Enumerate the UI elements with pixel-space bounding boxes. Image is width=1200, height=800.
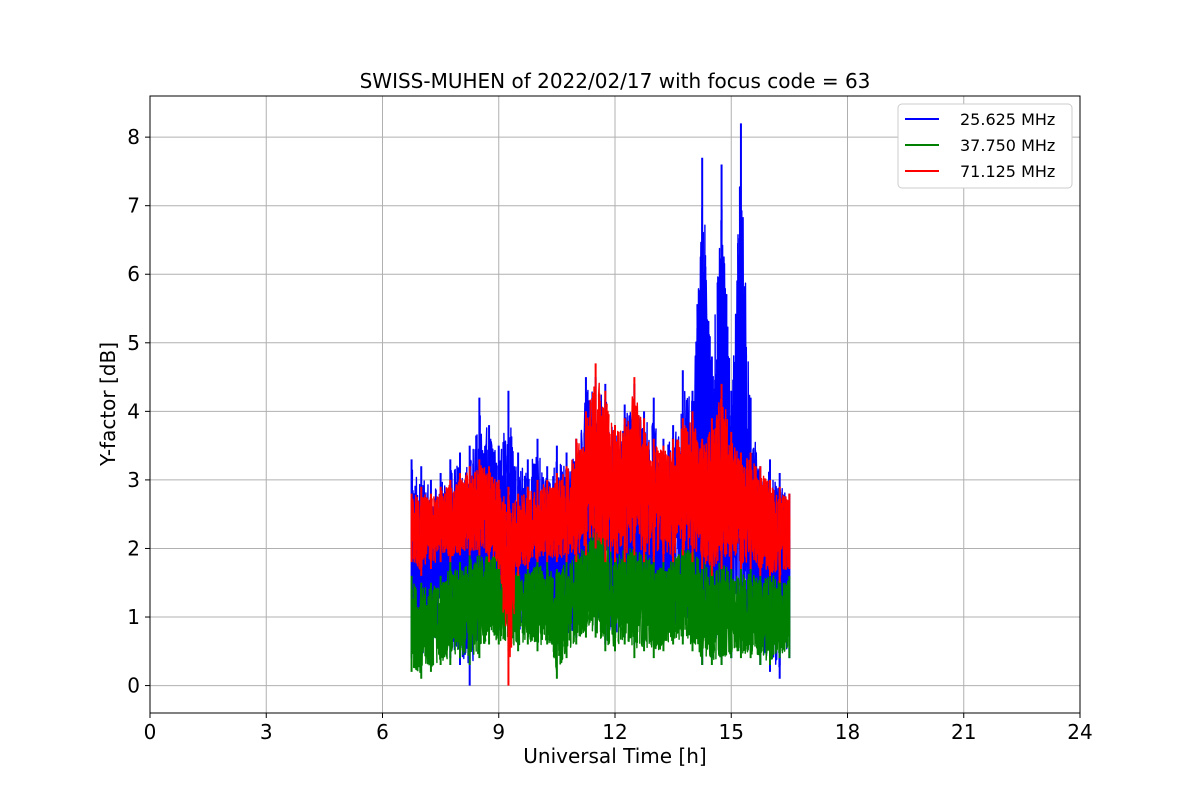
y-tick-label: 6 <box>127 262 140 286</box>
x-tick-label: 9 <box>492 720 505 744</box>
legend-entry: 37.750 MHz <box>960 136 1055 155</box>
y-tick-label: 5 <box>127 331 140 355</box>
y-tick-label: 1 <box>127 605 140 629</box>
y-tick-label: 8 <box>127 125 140 149</box>
legend: 25.625 MHz 37.750 MHz 71.125 MHz <box>897 103 1073 189</box>
y-tick-label: 0 <box>127 674 140 698</box>
x-tick-label: 21 <box>951 720 976 744</box>
chart-title: SWISS-MUHEN of 2022/02/17 with focus cod… <box>360 69 871 93</box>
y-tick-label: 4 <box>127 399 140 423</box>
x-axis-label: Universal Time [h] <box>523 744 706 768</box>
series-3-trace <box>410 382 791 658</box>
y-tick-label: 7 <box>127 194 140 218</box>
x-tick-label: 6 <box>376 720 389 744</box>
y-axis-label: Y-factor [dB] <box>96 342 120 467</box>
y-axis: 0 1 2 3 4 5 6 7 8 <box>127 125 150 698</box>
series-2 <box>410 514 791 679</box>
x-tick-label: 24 <box>1067 720 1092 744</box>
legend-entry: 25.625 MHz <box>960 110 1055 129</box>
series-3 <box>410 363 791 686</box>
x-tick-label: 3 <box>260 720 273 744</box>
y-tick-label: 3 <box>127 468 140 492</box>
legend-entry: 71.125 MHz <box>960 162 1055 181</box>
x-axis: 0 3 6 9 12 15 18 21 24 <box>144 713 1093 744</box>
y-tick-label: 2 <box>127 536 140 560</box>
x-tick-label: 18 <box>835 720 860 744</box>
x-tick-label: 0 <box>144 720 157 744</box>
legend-box <box>897 103 1073 189</box>
x-tick-label: 15 <box>719 720 744 744</box>
series-2-trace <box>410 519 791 673</box>
x-tick-label: 12 <box>602 720 627 744</box>
series-layer <box>410 123 791 686</box>
